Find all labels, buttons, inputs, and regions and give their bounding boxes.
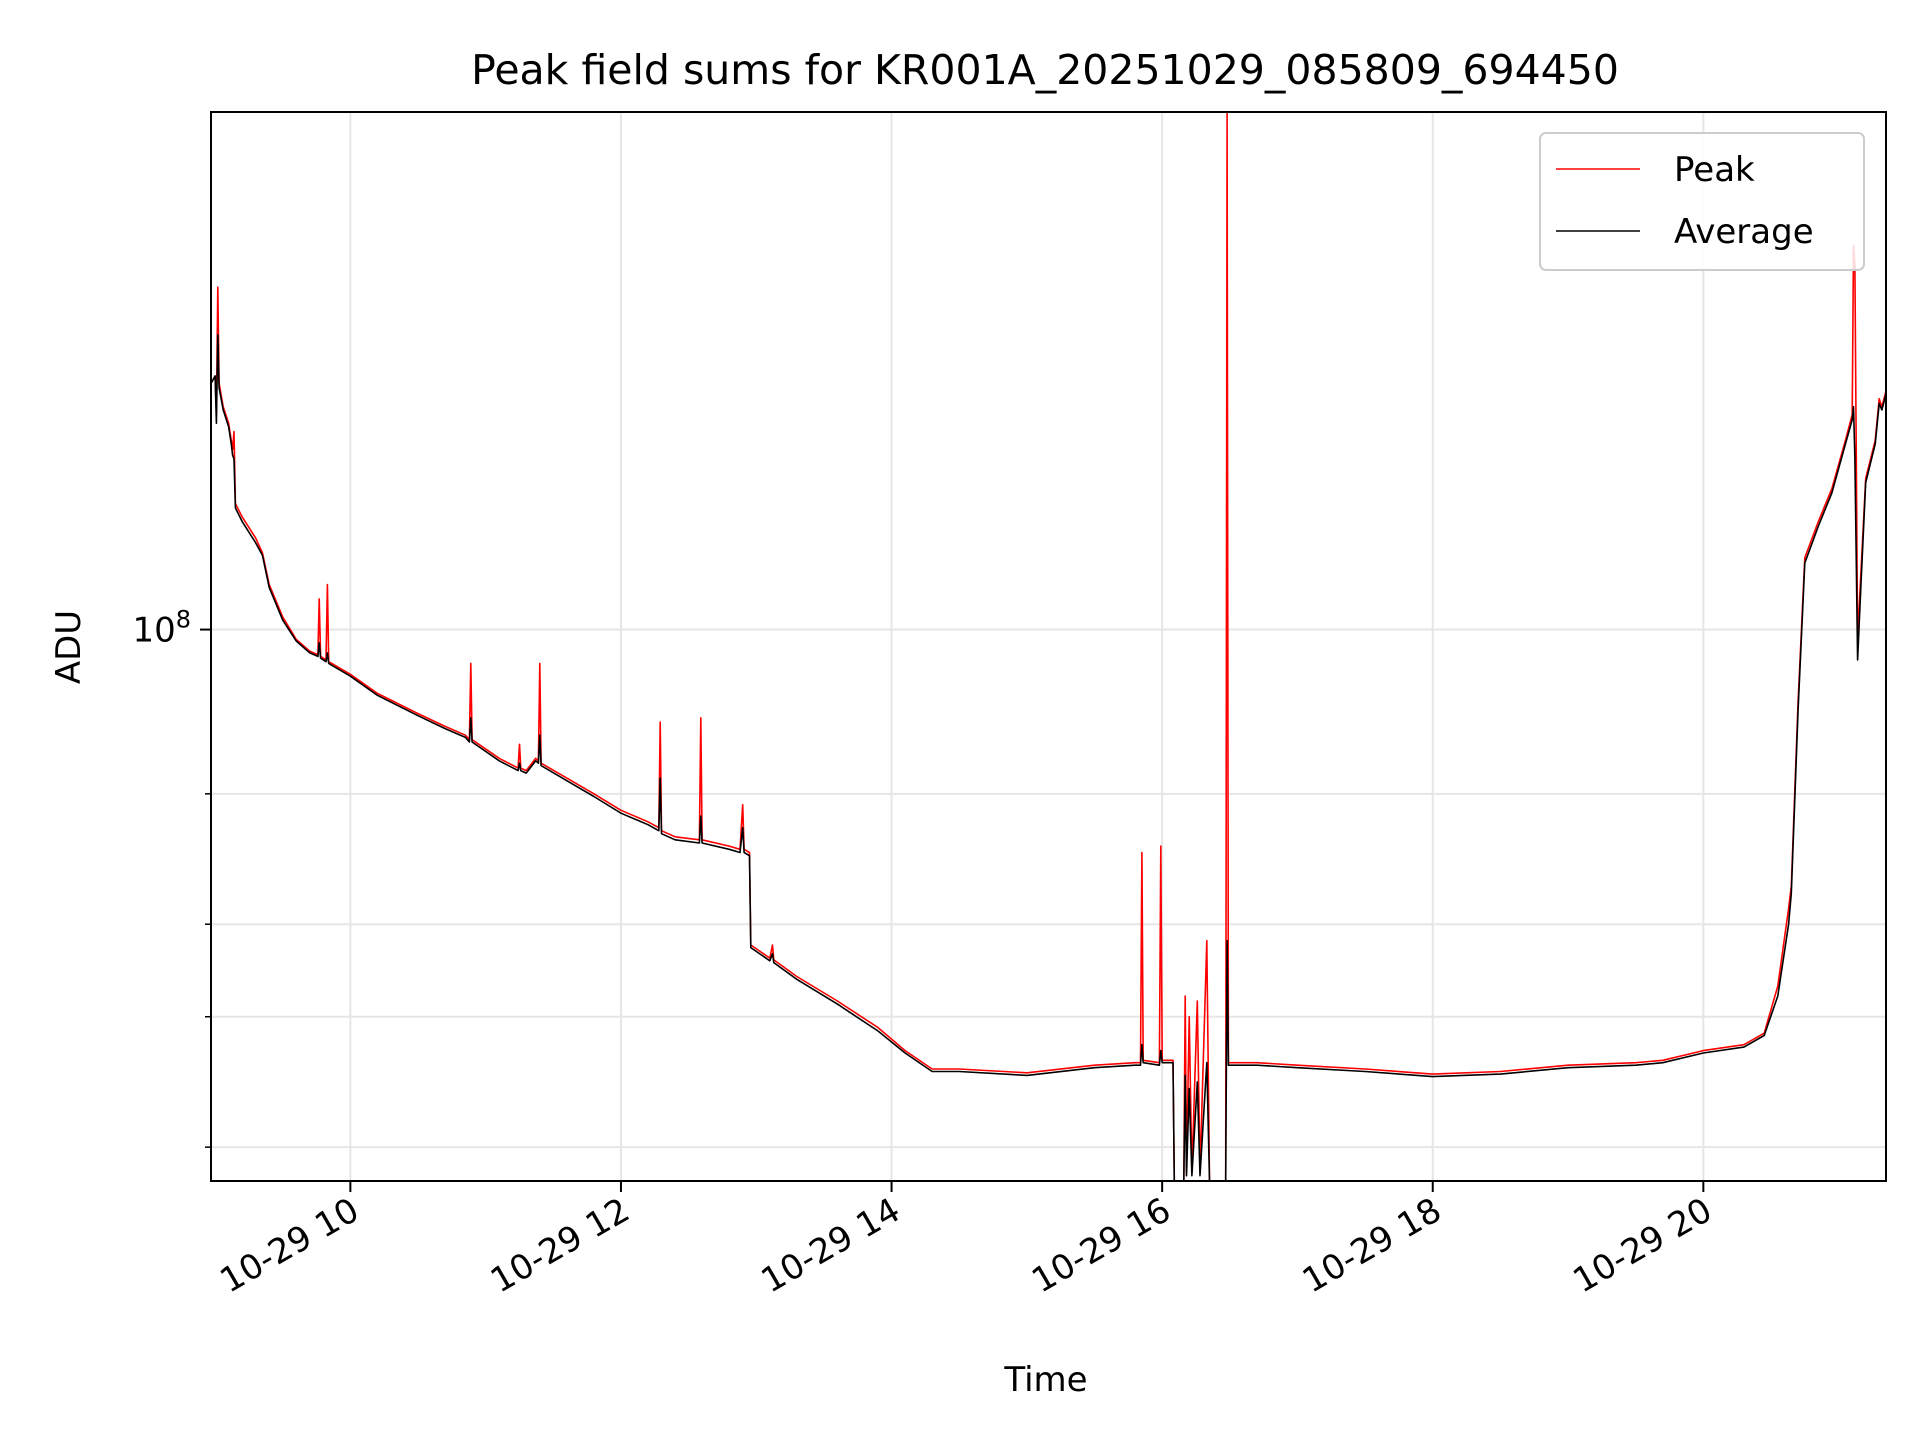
plot-frame <box>210 111 1887 1182</box>
legend: Peak Average <box>1539 132 1865 271</box>
y-axis-label: ADU <box>49 610 89 684</box>
series-line-peak <box>211 112 1886 1181</box>
chart-title: Peak field sums for KR001A_20251029_0858… <box>471 46 1619 94</box>
series-line-average <box>211 334 1886 1181</box>
x-axis-label: Time <box>1003 1360 1087 1400</box>
grid-lines <box>211 112 1886 1181</box>
legend-label-average: Average <box>1674 212 1814 252</box>
legend-label-peak: Peak <box>1674 150 1755 190</box>
y-axis: 108 <box>132 606 211 1148</box>
y-tick-label: 108 <box>132 606 191 651</box>
legend-box <box>1539 132 1865 271</box>
series-layer <box>211 112 1886 1181</box>
